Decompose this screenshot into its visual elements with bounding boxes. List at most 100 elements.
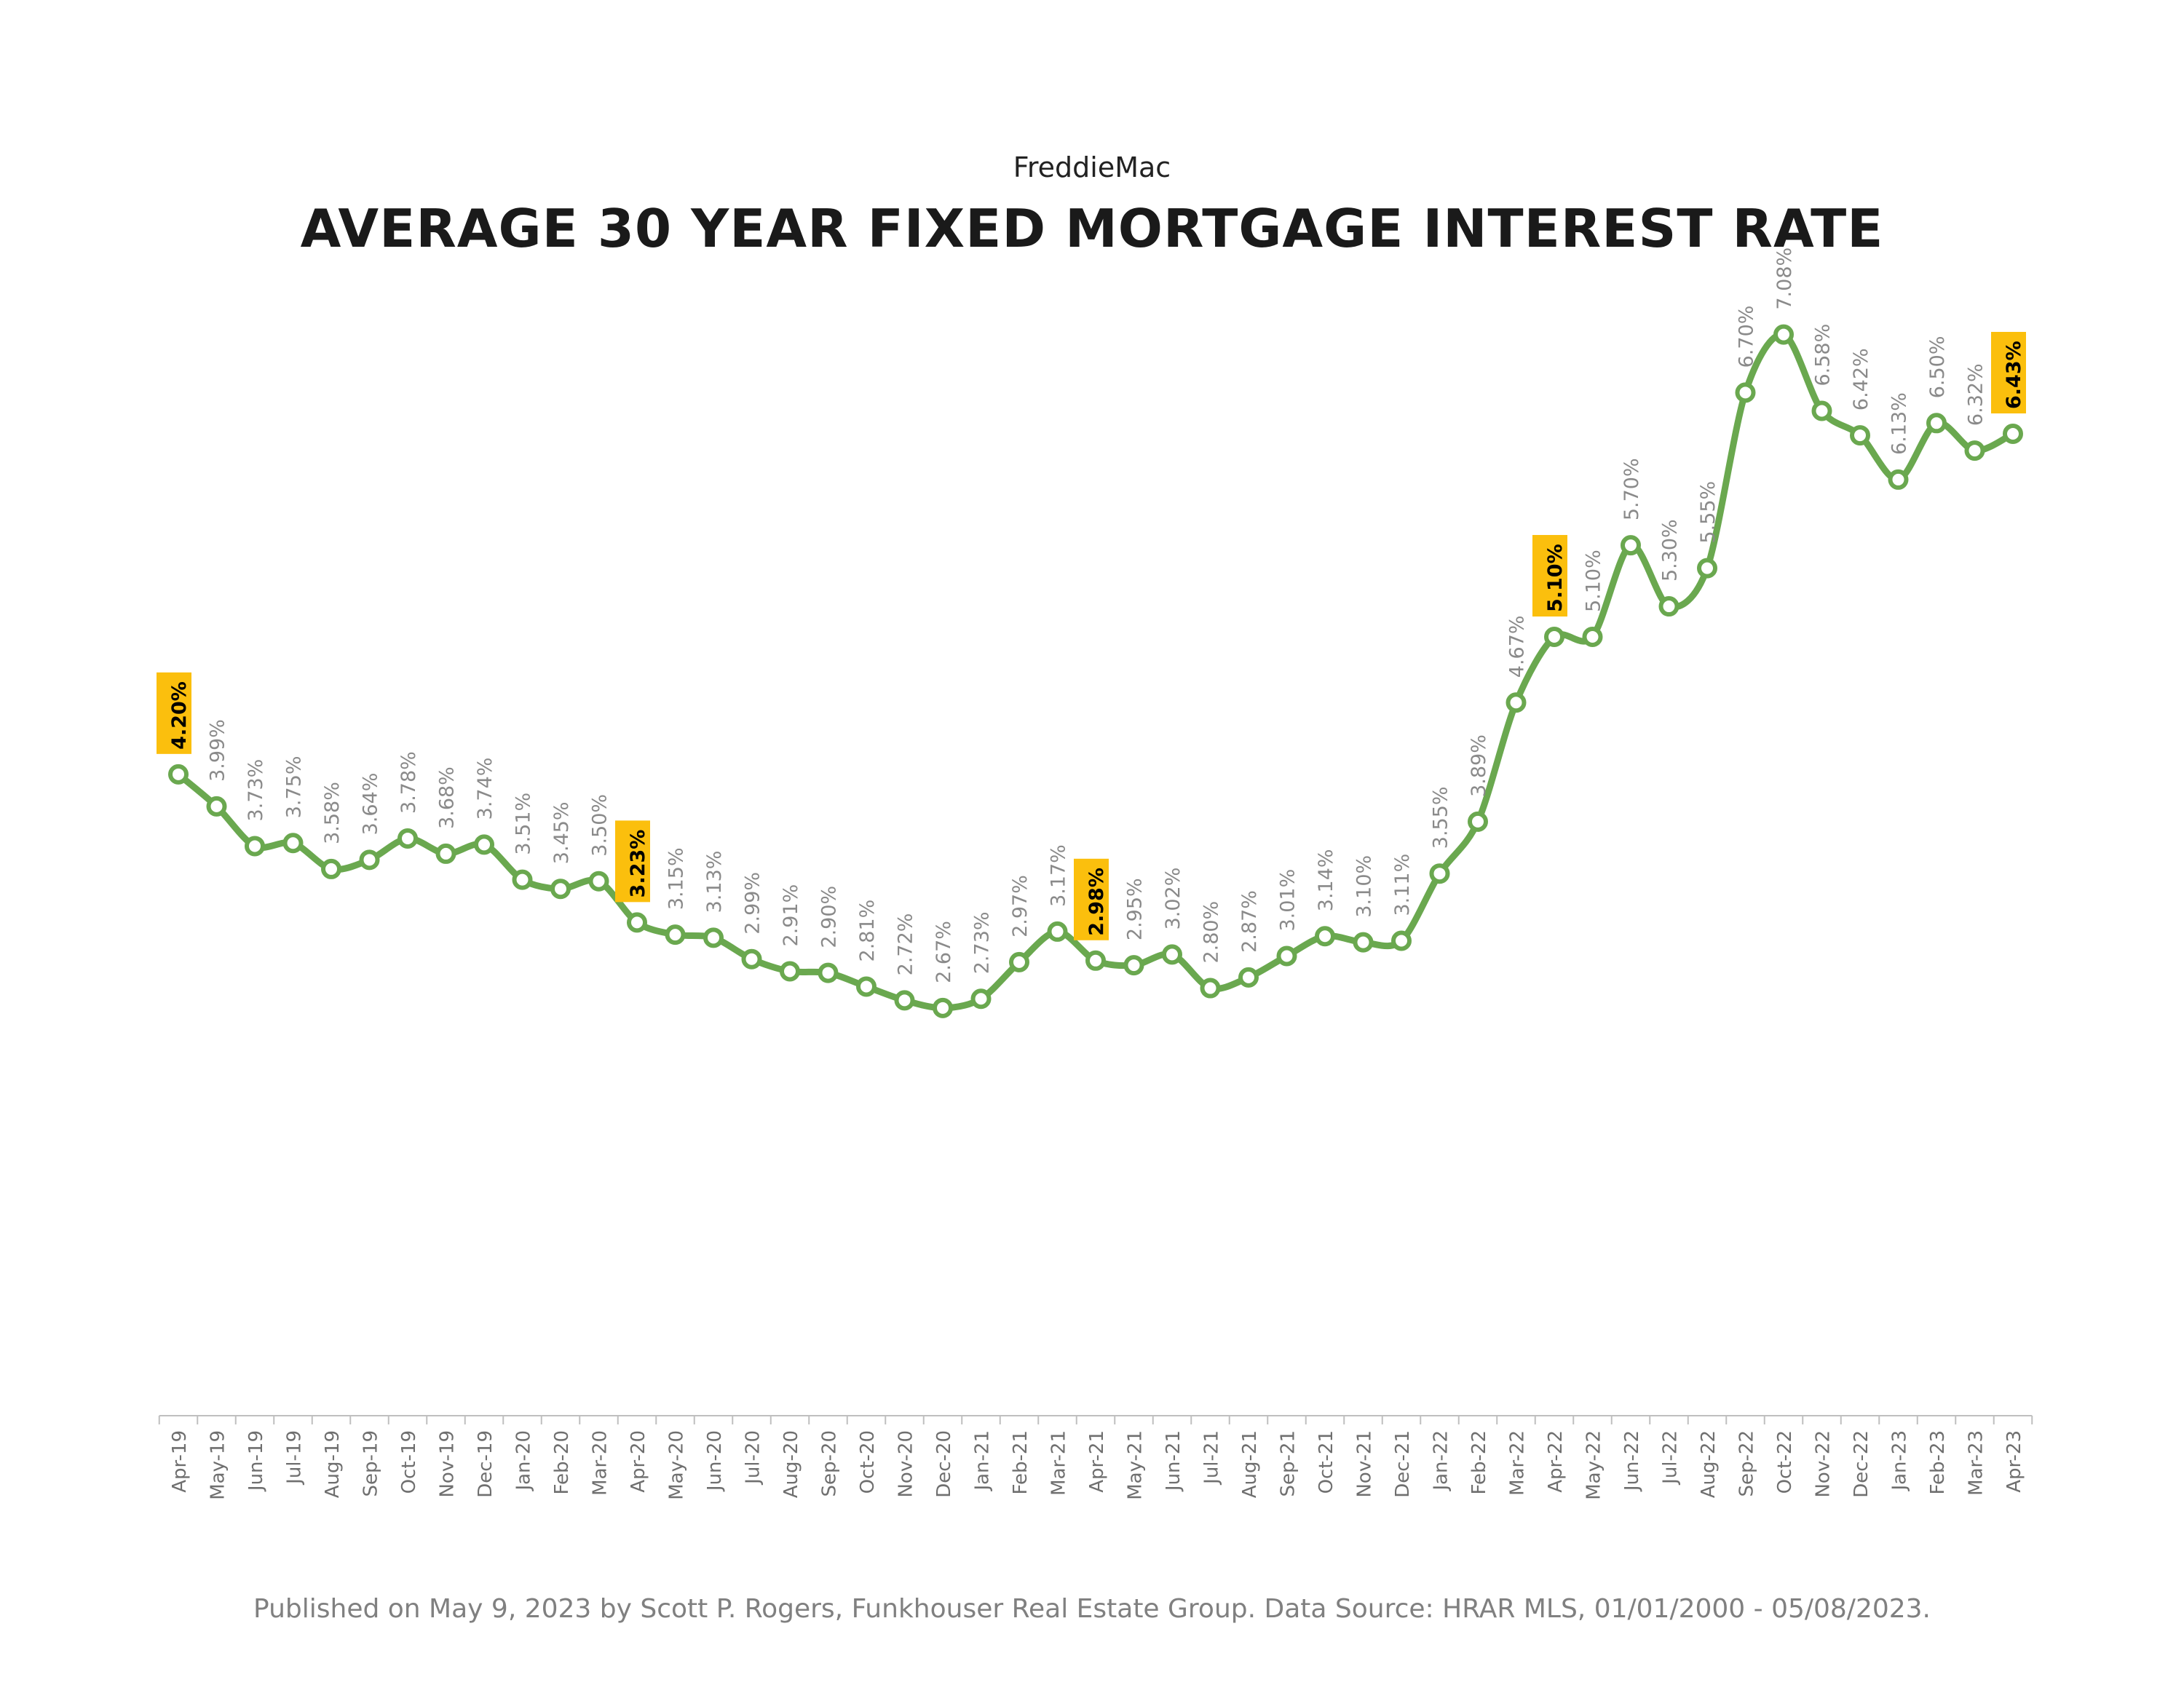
data-label-text: 3.89% <box>1468 734 1490 797</box>
highlight-badge <box>1074 858 1109 940</box>
highlighted-data-label: 6.43% <box>1991 331 2026 413</box>
x-tick-label: Oct-20 <box>857 1430 879 1494</box>
data-point <box>665 924 686 945</box>
data-label: 3.10% <box>1353 855 1376 918</box>
x-tick-label: Nov-22 <box>1813 1430 1835 1498</box>
data-label-text: 2.90% <box>818 886 841 948</box>
data-label: 3.11% <box>1391 854 1414 916</box>
x-tick-label: Jan-22 <box>1431 1430 1452 1492</box>
data-label-text: 3.17% <box>1048 844 1070 907</box>
data-point <box>1888 469 1909 490</box>
x-axis <box>158 1415 2033 1424</box>
x-tick-label: Dec-22 <box>1851 1430 1872 1498</box>
data-label-text: 6.32% <box>1965 363 1987 426</box>
data-point <box>397 828 418 849</box>
highlighted-data-label: 5.10% <box>1532 535 1567 617</box>
highlight-badge <box>615 820 650 903</box>
x-tick-label: Dec-21 <box>1392 1430 1414 1498</box>
data-label: 2.95% <box>1124 878 1147 940</box>
x-tick-label: Jul-21 <box>1201 1430 1223 1486</box>
x-tick-label: May-22 <box>1583 1430 1605 1500</box>
data-point <box>1773 324 1794 345</box>
data-point <box>435 843 456 864</box>
data-label-text: 4.67% <box>1506 615 1529 678</box>
chart-title: AVERAGE 30 YEAR FIXED MORTGAGE INTEREST … <box>300 198 1884 259</box>
x-tick-label: Jun-22 <box>1621 1430 1643 1492</box>
x-tick-label: Feb-22 <box>1468 1430 1490 1495</box>
highlight-badge <box>1991 331 2026 413</box>
data-label: 2.73% <box>971 911 994 974</box>
x-tick-label: May-21 <box>1125 1430 1147 1500</box>
data-point <box>1926 413 1947 434</box>
data-label: 3.14% <box>1315 849 1337 911</box>
data-point <box>1621 535 1641 556</box>
x-tick-label: Jan-23 <box>1889 1430 1911 1492</box>
highlighted-data-label: 4.20% <box>157 672 191 754</box>
data-label: 5.70% <box>1621 458 1643 520</box>
data-label-text: 2.87% <box>1238 890 1261 953</box>
data-label: 3.78% <box>397 751 420 814</box>
data-label: 3.55% <box>1430 786 1452 849</box>
data-point <box>245 836 265 857</box>
data-point <box>894 990 915 1011</box>
data-label: 3.99% <box>207 719 229 782</box>
data-point <box>474 834 494 855</box>
data-point <box>1964 440 1985 461</box>
data-label: 7.08% <box>1773 247 1796 310</box>
data-label: 6.42% <box>1850 348 1872 411</box>
data-point <box>1735 382 1756 403</box>
chart-subtitle: FreddieMac <box>1013 151 1171 183</box>
x-tick-label: Mar-22 <box>1507 1430 1529 1496</box>
x-tick-label: Mar-20 <box>590 1430 612 1496</box>
data-label-text: 3.73% <box>245 759 267 822</box>
data-label: 3.02% <box>1162 868 1184 930</box>
footer-source-note: Published on May 9, 2023 by Scott P. Rog… <box>253 1594 1931 1624</box>
highlight-badge <box>157 672 191 754</box>
data-label-text: 3.64% <box>360 773 382 836</box>
data-label-text: 3.75% <box>283 756 306 818</box>
data-label: 3.64% <box>360 773 382 836</box>
data-point <box>818 962 839 983</box>
data-label: 3.68% <box>436 766 459 829</box>
data-label: 2.99% <box>742 872 764 935</box>
data-label-text: 3.11% <box>1391 854 1414 916</box>
data-point <box>512 869 533 890</box>
data-label-text: 6.42% <box>1850 348 1872 411</box>
x-tick-label: Jan-21 <box>972 1430 994 1492</box>
data-label-text: 3.51% <box>513 793 535 855</box>
data-label: 3.58% <box>321 782 344 844</box>
data-label: 3.73% <box>245 759 267 822</box>
highlight-badge <box>1532 535 1567 617</box>
data-point <box>206 796 227 817</box>
data-label: 3.89% <box>1468 734 1490 797</box>
x-tick-label: Aug-19 <box>322 1430 344 1498</box>
data-label-text: 6.13% <box>1888 392 1911 455</box>
data-label-text: 2.99% <box>742 872 764 935</box>
data-label-text: 3.55% <box>1430 786 1452 849</box>
data-point <box>1468 811 1488 832</box>
data-label: 5.30% <box>1659 519 1682 582</box>
data-label-text: 6.58% <box>1812 324 1835 386</box>
data-label: 3.13% <box>703 851 726 913</box>
x-tick-label: Aug-22 <box>1698 1430 1720 1498</box>
x-tick-label: Feb-23 <box>1927 1430 1949 1495</box>
data-label: 3.17% <box>1048 844 1070 907</box>
data-label: 6.13% <box>1888 392 1911 455</box>
x-tick-label: Jun-20 <box>704 1430 726 1492</box>
x-tick-label: Apr-21 <box>1086 1430 1108 1493</box>
data-point <box>933 997 953 1018</box>
data-label-text: 5.30% <box>1659 519 1682 582</box>
data-label-text: 3.02% <box>1162 868 1184 930</box>
x-tick-label: Feb-21 <box>1010 1430 1032 1495</box>
data-label: 5.55% <box>1697 481 1720 544</box>
data-point <box>1811 400 1832 421</box>
data-label-text: 3.23% <box>627 830 649 898</box>
data-label-text: 5.70% <box>1621 458 1643 520</box>
data-label-text: 3.74% <box>474 758 496 820</box>
data-label-text: 3.58% <box>321 782 344 844</box>
data-point <box>1353 932 1374 953</box>
x-tick-label: Oct-22 <box>1774 1430 1796 1494</box>
data-point <box>1123 955 1144 976</box>
data-label-text: 5.10% <box>1544 544 1567 612</box>
